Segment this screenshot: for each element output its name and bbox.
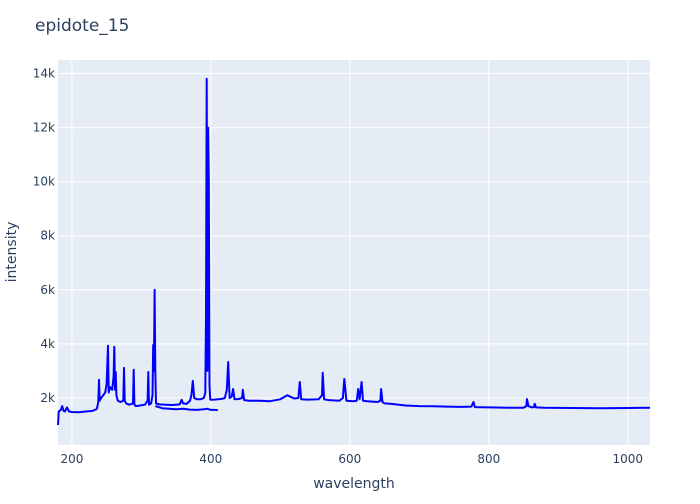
- y-tick-label: 14k: [33, 67, 55, 81]
- x-tick-label: 200: [60, 452, 83, 466]
- y-tick-label: 4k: [40, 337, 55, 351]
- x-tick-label: 400: [199, 452, 222, 466]
- y-tick-label: 2k: [40, 391, 55, 405]
- y-tick-label: 10k: [33, 175, 55, 189]
- series-line-0[interactable]: [57, 77, 651, 426]
- chart-title: epidote_15: [35, 16, 129, 36]
- plot-area[interactable]: [58, 60, 650, 445]
- x-tick-label: 600: [338, 452, 361, 466]
- y-tick-label: 6k: [40, 283, 55, 297]
- y-axis-label: intensity: [4, 222, 20, 283]
- x-tick-label: 800: [477, 452, 500, 466]
- y-tick-label: 12k: [33, 121, 55, 135]
- series-line-1[interactable]: [155, 405, 218, 412]
- series-lines: [57, 77, 651, 426]
- tick-labels: 200 400 600 800 1000 2k 4k 6k 8k 10k 12k 14k: [33, 67, 643, 466]
- y-tick-label: 8k: [40, 229, 55, 243]
- x-tick-label: 1000: [612, 452, 643, 466]
- x-axis-label: wavelength: [313, 476, 395, 492]
